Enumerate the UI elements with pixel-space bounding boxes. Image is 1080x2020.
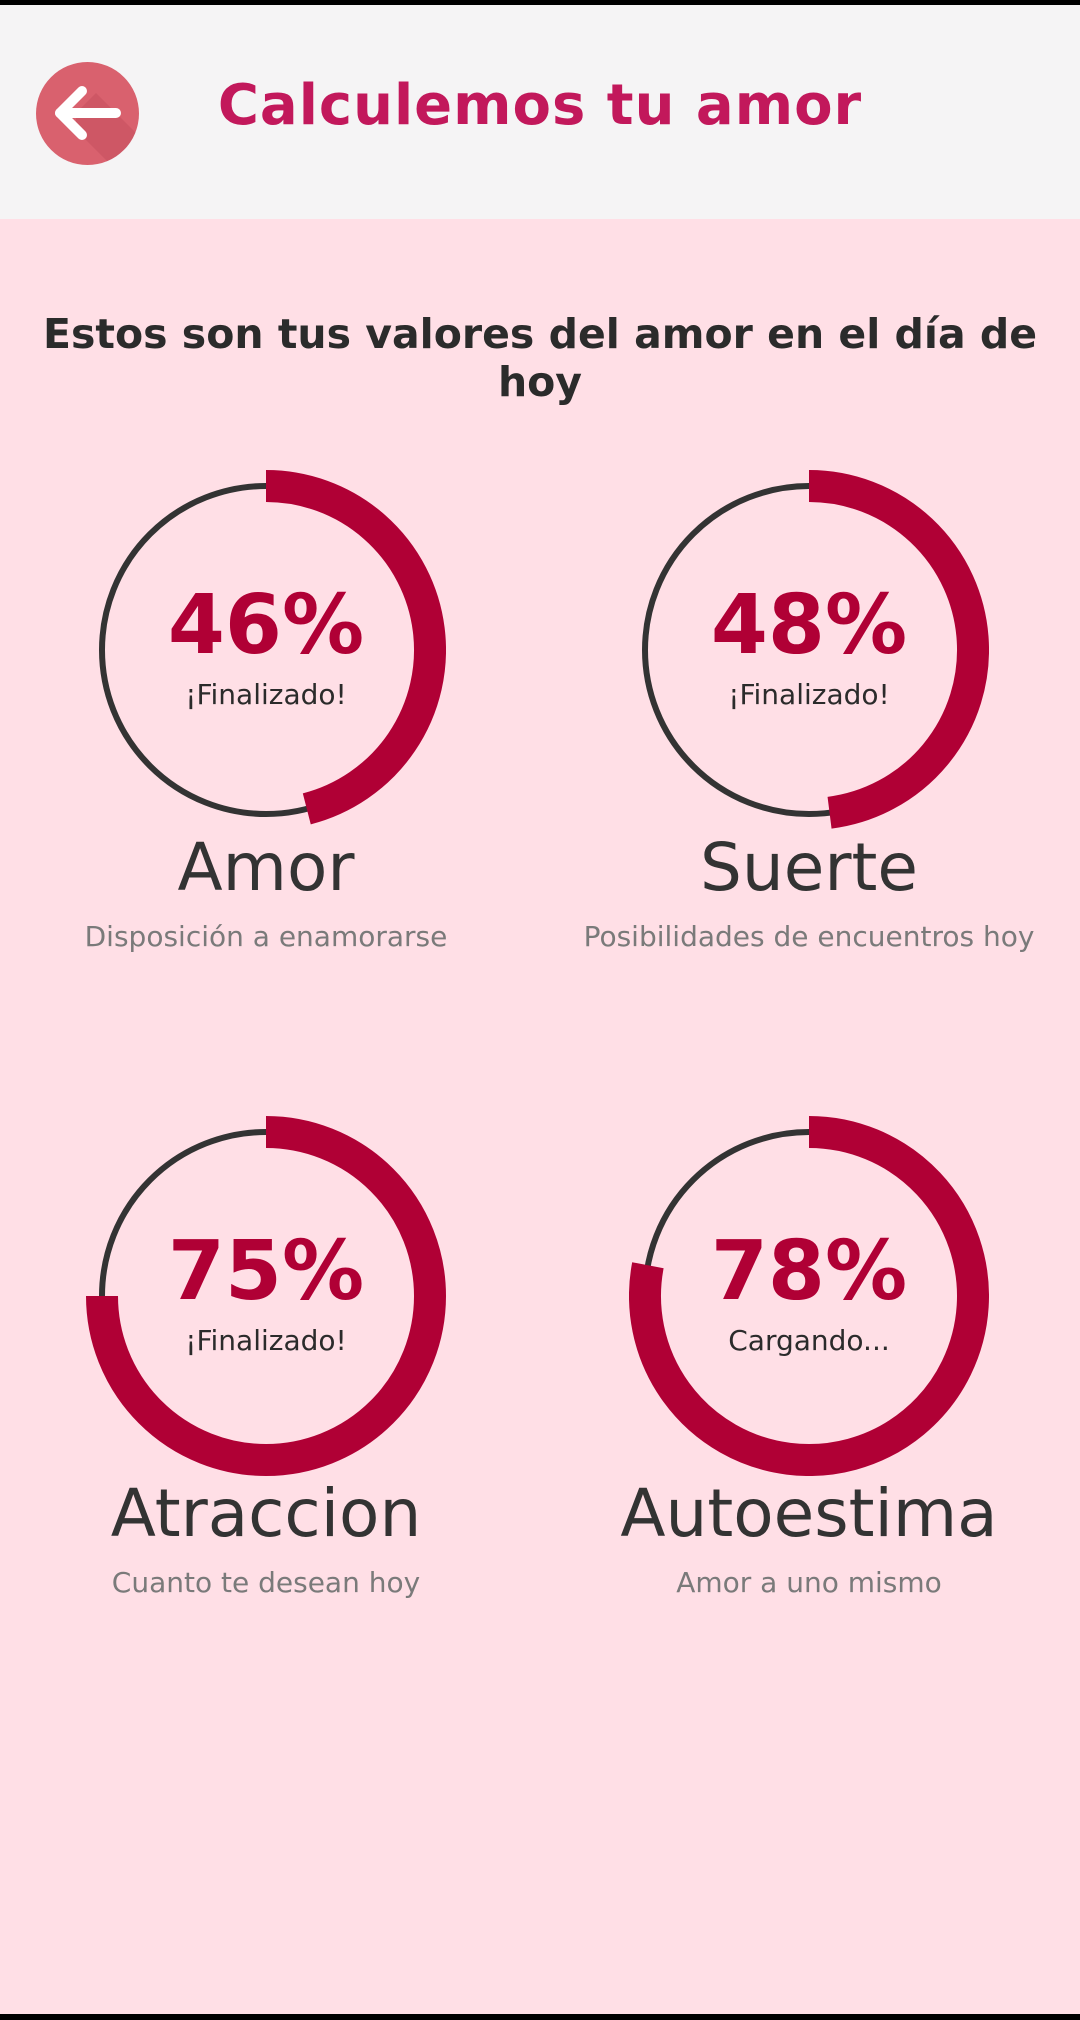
progress-ring (86, 1116, 446, 1476)
percent-value: 75% (167, 1224, 365, 1319)
stat-card-suerte: 48% ¡Finalizado! Suerte Posibilidades de… (559, 470, 1059, 990)
status-text: ¡Finalizado! (728, 678, 890, 711)
app-header: Calculemos tu amor (0, 5, 1080, 219)
progress-ring (99, 470, 446, 825)
stat-description: Cuanto te desean hoy (111, 1566, 421, 1599)
stat-title: Atraccion (110, 1475, 422, 1552)
stat-card-amor: 46% ¡Finalizado! Amor Disposición a enam… (16, 470, 516, 990)
stat-title: Amor (177, 829, 355, 906)
stat-description: Disposición a enamorarse (84, 920, 448, 953)
stat-title: Autoestima (620, 1475, 998, 1552)
stat-card-autoestima: 78% Cargando... Autoestima Amor a uno mi… (559, 1116, 1059, 1636)
progress-arc (265, 470, 446, 825)
stat-description: Amor a uno mismo (676, 1566, 942, 1599)
progress-ring (642, 470, 989, 829)
arrow-left-icon (55, 86, 139, 165)
back-button[interactable] (36, 62, 139, 165)
progress-arc (86, 1116, 446, 1476)
stat-title: Suerte (700, 829, 918, 906)
top-edge (0, 0, 1080, 5)
subtitle: Estos son tus valores del amor en el día… (42, 310, 1038, 406)
status-text: Cargando... (728, 1324, 890, 1357)
bottom-edge (0, 2014, 1080, 2020)
status-text: ¡Finalizado! (185, 1324, 347, 1357)
progress-arc (808, 470, 989, 829)
percent-value: 46% (167, 578, 365, 673)
page-title: Calculemos tu amor (217, 73, 863, 138)
progress-ring (629, 1116, 989, 1476)
status-text: ¡Finalizado! (185, 678, 347, 711)
stat-description: Posibilidades de encuentros hoy (583, 920, 1035, 953)
stat-card-atraccion: 75% ¡Finalizado! Atraccion Cuanto te des… (16, 1116, 516, 1636)
progress-arc (629, 1116, 989, 1476)
percent-value: 48% (710, 578, 908, 673)
percent-value: 78% (710, 1224, 908, 1319)
